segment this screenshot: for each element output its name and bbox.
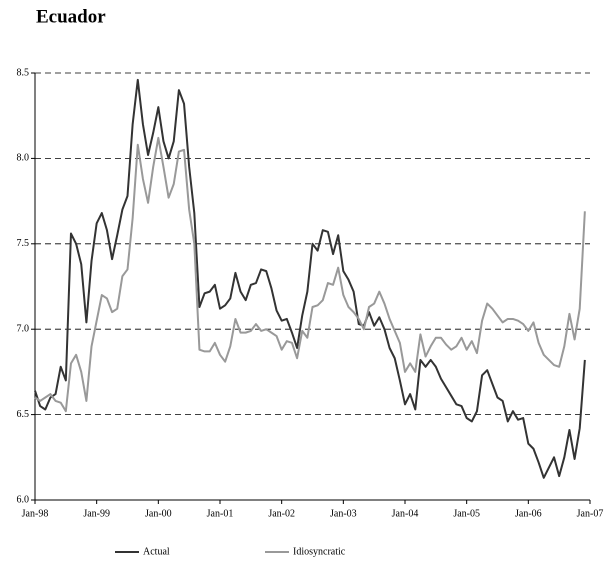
legend-label: Actual [143,546,170,557]
legend-label: Idiosyncratic [293,546,346,557]
y-tick-label: 8.5 [17,67,30,78]
y-tick-label: 7.0 [17,323,30,334]
chart-title: Ecuador [36,6,106,27]
x-tick-label: Jan-03 [330,508,357,519]
x-tick-label: Jan-00 [145,508,172,519]
y-tick-label: 6.0 [17,494,30,505]
x-tick-label: Jan-98 [22,508,49,519]
series-line [34,78,586,479]
y-tick-label: 8.0 [17,153,30,164]
x-tick-label: Jan-01 [207,508,234,519]
x-tick-label: Jan-04 [392,508,419,519]
x-tick-label: Jan-99 [83,508,110,519]
y-tick-label: 7.5 [17,238,30,249]
series-line [34,136,586,413]
x-tick-label: Jan-02 [268,508,295,519]
x-tick-label: Jan-06 [515,508,542,519]
y-tick-label: 6.5 [17,409,30,420]
x-tick-label: Jan-07 [577,508,604,519]
x-tick-label: Jan-05 [453,508,480,519]
